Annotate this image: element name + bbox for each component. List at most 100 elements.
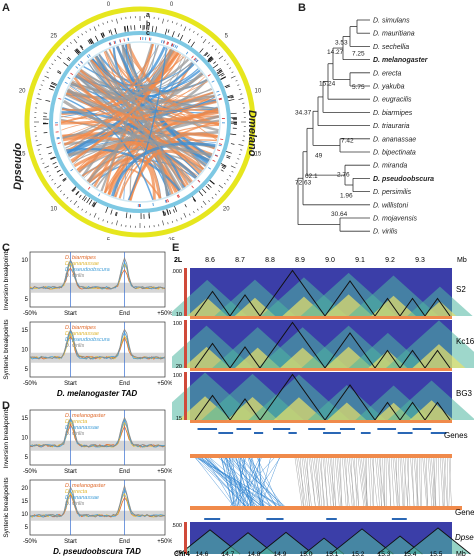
track-a-bar: [50, 85, 55, 88]
track-a-bar: [212, 64, 219, 69]
track-a-bar: [151, 25, 154, 33]
y-tick-label: 5: [25, 297, 29, 303]
track-a-bar: [59, 173, 64, 177]
track-a-bar: [229, 133, 237, 136]
x-tick-label: -50%: [23, 469, 38, 475]
heatmap-domain: [348, 275, 439, 316]
outer-tick: [93, 212, 97, 218]
outer-tick: [85, 211, 87, 214]
synteny-link-grey: [389, 457, 391, 507]
outer-tick: [63, 193, 66, 196]
synteny-link-grey: [392, 457, 398, 507]
heatmap-domain: [387, 380, 474, 420]
phylogenetic-tree: D. simulans D. mauritiana D. sechellia D. m…: [295, 18, 434, 236]
tad-outline: [374, 297, 401, 317]
node-support-label: 49: [315, 152, 323, 159]
synteny-link-grey: [331, 457, 335, 507]
track-c-mark: [170, 43, 173, 47]
outer-tick: [98, 217, 100, 220]
tad-outline: [424, 401, 451, 421]
track-c-mark: [77, 63, 81, 67]
species-label: D. erecta: [373, 70, 402, 77]
track-a-bar: [48, 88, 54, 91]
outer-tick: [171, 21, 174, 24]
outer-tick: [73, 38, 78, 44]
synteny-link-blue: [257, 457, 280, 507]
scale-min: 15: [176, 416, 182, 422]
chromosome-bar-top: [190, 454, 452, 458]
track-c-mark: [114, 40, 117, 44]
top-axis-unit: Mb: [457, 257, 467, 264]
gene-bar: [430, 432, 447, 434]
track-a-bar: [163, 210, 166, 216]
species-label: D. mauritiana: [373, 31, 415, 38]
outer-tick-label: 0: [170, 2, 174, 8]
track-a-bar: [105, 206, 109, 213]
gene-bar: [236, 428, 252, 430]
track-c-mark: [220, 138, 224, 140]
track-a-bar: [228, 98, 235, 102]
outer-tick: [77, 205, 80, 208]
synteny-link-grey: [427, 457, 433, 507]
bottom-axis-tick: 15.4: [404, 551, 417, 558]
synteny-link-grey: [398, 457, 401, 507]
track-a-bar: [221, 166, 226, 170]
track-c-mark: [109, 42, 111, 46]
boundary-strip: [190, 368, 452, 371]
outer-tick: [218, 190, 221, 192]
outer-tick: [66, 45, 69, 48]
tad-outline: [194, 394, 231, 421]
track-c-mark: [75, 66, 79, 69]
tad-outline: [259, 269, 326, 317]
dpse-domain: [405, 528, 471, 554]
synteny-ribbon: [98, 53, 220, 124]
outer-tick: [197, 208, 199, 211]
track-c-mark: [80, 60, 84, 64]
outer-tick: [193, 211, 195, 214]
tad-outline: [424, 297, 451, 317]
synteny-link-grey: [333, 457, 336, 507]
track-a-bar: [184, 204, 187, 208]
track-c-mark: [166, 41, 169, 45]
outer-tick: [111, 19, 113, 22]
track-a-bar: [207, 56, 212, 60]
track-c-mark: [167, 41, 170, 45]
synteny-link-grey: [364, 457, 368, 507]
y-tick-label: 10: [21, 512, 28, 518]
y-tick-label: 10: [21, 258, 28, 264]
cell-line-label: BG3: [456, 389, 473, 398]
outer-tick: [44, 165, 50, 169]
legend-entry: D. biarmipes: [65, 325, 96, 331]
track-a-bar: [213, 61, 217, 64]
track-a-bar: [124, 26, 127, 31]
bottom-axis-tick: 14.7: [222, 551, 235, 558]
synteny-link-blue: [248, 457, 284, 507]
synteny-link-blue: [220, 457, 234, 507]
species-label: D. virilis: [373, 229, 398, 236]
tad-outline: [424, 349, 451, 369]
track-c-mark: [163, 40, 165, 44]
outer-tick: [70, 41, 72, 44]
panel-label-c: C: [2, 242, 10, 254]
synteny-link-blue: [233, 457, 284, 507]
synteny-link-grey: [335, 457, 340, 507]
y-tick-label: 15: [21, 499, 28, 505]
track-c-mark: [58, 98, 62, 100]
outer-tick: [106, 220, 109, 223]
outer-tick: [167, 19, 169, 22]
track-a-bar: [207, 57, 214, 63]
dpse-tad-outline: [330, 528, 394, 555]
synteny-link-grey: [300, 457, 305, 507]
top-axis-tick: 9.3: [415, 257, 425, 264]
x-tick-label: +50%: [157, 539, 172, 545]
track-c-mark: [195, 59, 199, 63]
track-a-bar: [227, 94, 234, 98]
x-tick-label: End: [119, 539, 130, 545]
gene-bar: [197, 428, 218, 430]
plot-frame: [29, 321, 166, 378]
synteny-link-grey: [375, 457, 380, 507]
synteny-link-grey: [413, 457, 419, 507]
y-tick-label: 10: [21, 436, 28, 442]
genes-label-bottom: Genes: [455, 508, 474, 517]
track-a-bar: [166, 209, 170, 215]
